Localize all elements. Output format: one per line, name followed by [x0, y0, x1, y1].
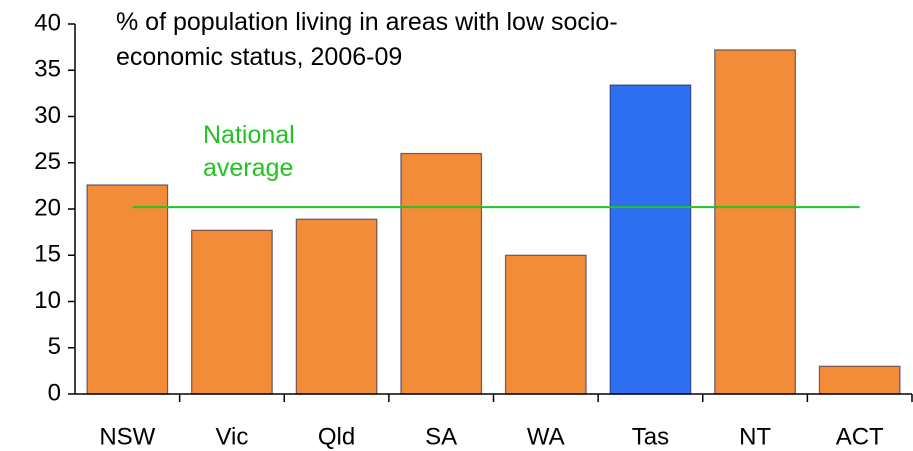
bar [818, 365, 901, 395]
x-tick-label: NT [739, 423, 771, 450]
bar [191, 229, 273, 395]
y-tick-label: 15 [34, 241, 61, 268]
y-tick-label: 25 [34, 148, 61, 175]
y-tick-label: 35 [34, 56, 61, 83]
x-tick-label: ACT [836, 423, 884, 450]
bar [504, 254, 587, 395]
y-tick-label: 10 [34, 287, 61, 314]
y-tick-label: 30 [34, 102, 61, 129]
reference-label: National average [203, 121, 295, 182]
x-tick-label: Qld [318, 423, 355, 450]
x-tick-label: NSW [99, 423, 155, 450]
bar [400, 152, 483, 395]
y-tick-label: 0 [48, 379, 61, 406]
bar [86, 184, 169, 395]
chart-title: % of population living in areas with low… [116, 8, 618, 71]
y-tick-label: 5 [48, 333, 61, 360]
y-tick-label: 40 [34, 9, 61, 36]
x-tick-label: SA [425, 423, 457, 450]
y-tick-label: 20 [34, 194, 61, 221]
bar [609, 84, 692, 395]
x-tick-label: WA [527, 423, 565, 450]
bar [295, 218, 378, 395]
x-tick-label: Tas [632, 423, 669, 450]
x-tick-label: Vic [215, 423, 248, 450]
bar [714, 49, 796, 395]
